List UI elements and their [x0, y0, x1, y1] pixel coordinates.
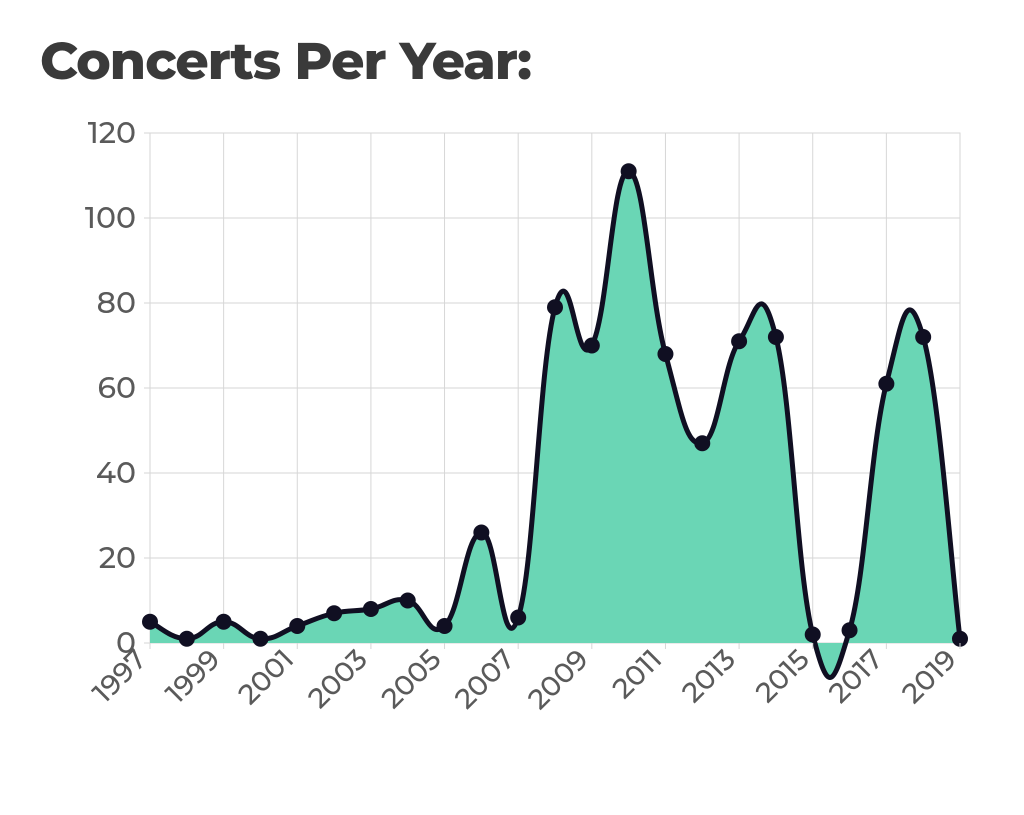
x-tick-label: 2009	[521, 643, 595, 717]
x-tick-label: 2001	[232, 643, 301, 712]
x-tick-label: 2007	[448, 643, 522, 717]
x-tick-label: 2019	[896, 643, 964, 711]
area-fill	[150, 171, 960, 677]
data-point	[584, 338, 600, 354]
data-point	[473, 525, 489, 541]
y-tick-label: 80	[97, 284, 136, 321]
data-point	[621, 163, 637, 179]
data-point	[805, 627, 821, 643]
data-point	[437, 618, 453, 634]
data-point	[179, 631, 195, 647]
y-tick-label: 20	[99, 539, 136, 576]
y-tick-label: 100	[85, 199, 136, 236]
data-point	[142, 614, 158, 630]
data-point	[400, 593, 416, 609]
data-point	[289, 618, 305, 634]
y-tick-label: 40	[96, 454, 136, 491]
y-tick-label: 120	[88, 114, 136, 151]
x-tick-label: 1999	[159, 643, 227, 711]
y-tick-label: 60	[97, 369, 136, 406]
data-point	[326, 605, 342, 621]
data-point	[915, 329, 931, 345]
x-tick-label: 2003	[302, 643, 375, 716]
concerts-area-chart: 0204060801001201997199920012003200520072…	[40, 113, 980, 773]
x-tick-label: 2005	[375, 643, 448, 716]
x-tick-label: 2011	[606, 643, 669, 706]
x-tick-label: 2015	[749, 643, 816, 710]
data-point	[731, 333, 747, 349]
data-point	[510, 610, 526, 626]
data-point	[363, 601, 379, 617]
data-point	[878, 376, 894, 392]
data-point	[694, 435, 710, 451]
data-point	[216, 614, 232, 630]
chart-area: 0204060801001201997199920012003200520072…	[40, 113, 980, 773]
data-point	[768, 329, 784, 345]
data-point	[657, 346, 673, 362]
chart-title: Concerts Per Year:	[40, 30, 984, 93]
x-tick-label: 2013	[675, 643, 742, 710]
x-tick-label: 1997	[86, 643, 154, 711]
data-point	[842, 622, 858, 638]
data-point	[252, 631, 268, 647]
data-point	[547, 299, 563, 315]
